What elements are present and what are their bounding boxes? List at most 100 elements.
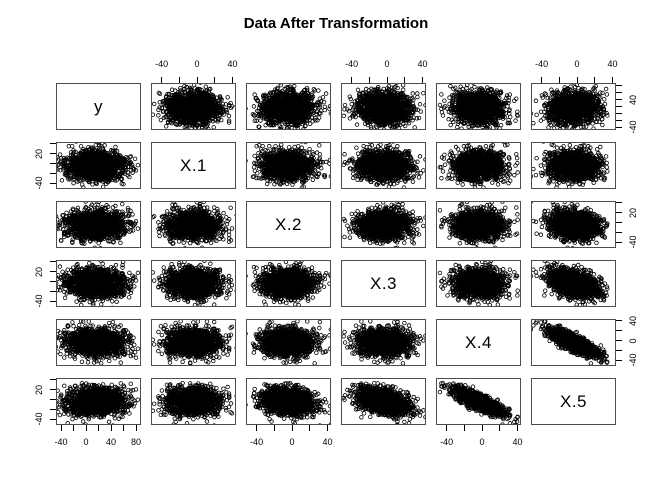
axis-tick-label: 0 [479, 437, 485, 447]
scatter-panel-x-5-vs-x-3 [341, 378, 426, 425]
axis-tick [50, 172, 56, 174]
axis-tick-label: 40 [322, 437, 333, 447]
scatter-panel-x-1-vs-x-5 [531, 142, 616, 189]
scatter-canvas [247, 143, 330, 188]
axis-tick [50, 153, 56, 155]
axis-tick [309, 425, 311, 431]
diagonal-label-x-4: X.4 [436, 319, 521, 366]
scatter-panel-x-4-vs-x-2 [246, 319, 331, 366]
axis-tick-label: 40 [607, 59, 618, 69]
axis-tick [291, 425, 293, 431]
axis-tick-label: 20 [34, 384, 44, 395]
axis-tick [616, 231, 622, 233]
axis-tick [60, 425, 62, 431]
axis-tick-label: -40 [628, 120, 638, 134]
scatter-panel-y-vs-x-3 [341, 83, 426, 130]
scatter-canvas [342, 320, 425, 365]
axis-tick-label: 40 [628, 315, 638, 326]
scatter-canvas [57, 320, 140, 365]
scatter-panel-x-4-vs-x-3 [341, 319, 426, 366]
axis-tick [50, 281, 56, 283]
scatter-panel-x-3-vs-x-4 [436, 260, 521, 307]
axis-tick [50, 271, 56, 273]
axis-tick [404, 77, 406, 83]
scatter-panel-x-2-vs-y [56, 201, 141, 248]
axis-tick [50, 379, 56, 381]
axis-tick [616, 126, 622, 128]
scatter-canvas [152, 379, 235, 424]
axis-tick-label: -40 [440, 437, 454, 447]
axis-tick [616, 222, 622, 224]
axis-tick [50, 143, 56, 145]
axis-tick [50, 408, 56, 410]
scatter-panel-y-vs-x-4 [436, 83, 521, 130]
scatter-panel-x-5-vs-x-1 [151, 378, 236, 425]
axis-tick [50, 163, 56, 165]
axis-tick-label: 40 [227, 59, 238, 69]
axis-tick [231, 77, 233, 83]
axis-tick [616, 202, 622, 204]
scatter-panel-y-vs-x-5 [531, 83, 616, 130]
axis-tick [616, 340, 622, 342]
axis-tick [368, 77, 370, 83]
scatter-panel-x-3-vs-x-2 [246, 260, 331, 307]
axis-tick [351, 77, 353, 83]
scatter-panel-x-1-vs-x-4 [436, 142, 521, 189]
scatter-canvas [152, 84, 235, 129]
axis-tick [616, 320, 622, 322]
scatter-canvas [437, 143, 520, 188]
axis-tick-label: -40 [54, 437, 68, 447]
axis-tick-label: 40 [512, 437, 523, 447]
axis-tick [616, 212, 622, 214]
axis-tick [616, 349, 622, 351]
axis-tick-label: -40 [535, 59, 549, 69]
scatter-canvas [247, 379, 330, 424]
scatter-panel-x-2-vs-x-5 [531, 201, 616, 248]
axis-tick [178, 77, 180, 83]
chart-title: Data After Transformation [243, 15, 429, 32]
scatter-panel-x-1-vs-x-2 [246, 142, 331, 189]
axis-tick-label: 20 [628, 207, 638, 218]
scatter-canvas [532, 143, 615, 188]
axis-tick [616, 359, 622, 361]
axis-tick-label: -40 [155, 59, 169, 69]
scatter-panel-x-4-vs-y [56, 319, 141, 366]
axis-tick-label: -40 [250, 437, 264, 447]
axis-tick [463, 425, 465, 431]
axis-tick-label: -40 [628, 353, 638, 367]
axis-tick [576, 77, 578, 83]
scatter-panel-x-3-vs-x-5 [531, 260, 616, 307]
scatter-canvas [532, 202, 615, 247]
scatter-panel-x-1-vs-x-3 [341, 142, 426, 189]
scatter-canvas [437, 202, 520, 247]
axis-tick [50, 290, 56, 292]
scatter-canvas [532, 84, 615, 129]
axis-tick [481, 425, 483, 431]
scatter-canvas [57, 379, 140, 424]
diagonal-label-x-5: X.5 [531, 378, 616, 425]
scatter-canvas [247, 320, 330, 365]
axis-tick [616, 330, 622, 332]
scatter-canvas [437, 84, 520, 129]
axis-tick [516, 425, 518, 431]
scatter-canvas [342, 84, 425, 129]
scatter-canvas [57, 261, 140, 306]
scatter-canvas [342, 143, 425, 188]
scatter-panel-x-5-vs-y [56, 378, 141, 425]
scatter-canvas [247, 84, 330, 129]
axis-tick [421, 77, 423, 83]
axis-tick-label: 0 [574, 59, 580, 69]
axis-tick-label: 0 [384, 59, 390, 69]
axis-tick-label: -40 [34, 294, 44, 308]
axis-tick [386, 77, 388, 83]
axis-tick [50, 300, 56, 302]
axis-tick [616, 241, 622, 243]
axis-tick [273, 425, 275, 431]
scatter-canvas [57, 202, 140, 247]
scatter-canvas [532, 320, 615, 365]
axis-tick-label: 0 [83, 437, 89, 447]
scatter-panel-x-4-vs-x-1 [151, 319, 236, 366]
axis-tick [326, 425, 328, 431]
axis-tick [611, 77, 613, 83]
